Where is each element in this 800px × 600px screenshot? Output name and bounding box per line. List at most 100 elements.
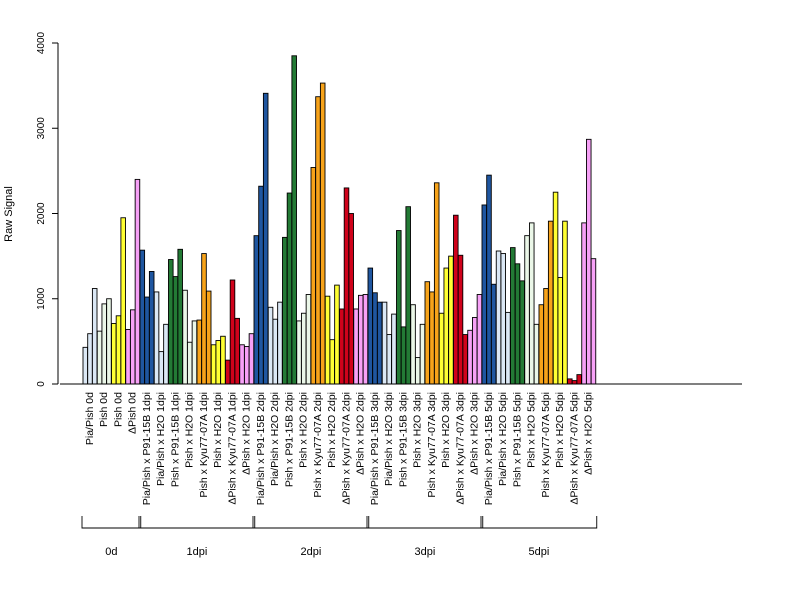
- bar: [277, 301, 283, 385]
- bar: [533, 323, 540, 385]
- x-tick-label: Pish x Kyu77-07A 5dpi: [540, 392, 552, 498]
- bar: [386, 334, 393, 385]
- bar: [272, 318, 279, 385]
- x-tick-label: Pia/Pish x H2O 2dpi: [269, 392, 281, 486]
- bar: [372, 292, 378, 385]
- bar: [424, 281, 431, 385]
- x-tick-labels: Pia/Pish 0d Pish 0d Pish 0d ΔPish 0d Pia/Pis…: [84, 392, 595, 505]
- bar: [448, 255, 454, 385]
- x-tick-label: Pish x H2O 5dpi: [526, 392, 538, 468]
- bar: [514, 263, 521, 385]
- bar: [590, 258, 597, 385]
- bar: [510, 247, 516, 385]
- bar: [453, 214, 459, 385]
- bar: [243, 346, 250, 385]
- bar: [296, 320, 302, 385]
- bar: [229, 279, 236, 385]
- bar: [519, 280, 525, 385]
- bar: [191, 320, 198, 385]
- bar: [324, 295, 331, 385]
- y-tick-label: 0: [36, 381, 47, 387]
- bar: [282, 236, 288, 385]
- bar: [410, 304, 416, 385]
- bar: [196, 319, 203, 385]
- bar: [329, 339, 336, 385]
- bar: [144, 296, 150, 385]
- bar: [376, 301, 383, 385]
- x-tick-label: Pia/Pish x P91-15B 3dpi: [369, 392, 381, 505]
- x-tick-label: Pia/Pish x H2O 5dpi: [497, 392, 509, 486]
- x-tick-label: Pish x H2O 2dpi: [326, 392, 338, 468]
- bar: [567, 378, 573, 385]
- bar: [400, 326, 407, 385]
- bar: [391, 313, 397, 385]
- x-tick-label: Pia/Pish x P91-15B 2dpi: [255, 392, 267, 505]
- bar: [125, 328, 131, 385]
- bar: [415, 357, 421, 385]
- x-tick-label: ΔPish x Kyu77-07A 3dpi: [454, 392, 466, 505]
- bar: [396, 230, 402, 385]
- x-tick-label: Pia/Pish x P91-15B 5dpi: [483, 392, 495, 505]
- x-tick-label: Pish x H2O 3dpi: [412, 392, 424, 468]
- bar: [315, 96, 321, 385]
- bar: [381, 301, 388, 385]
- bar: [486, 174, 492, 385]
- x-tick-label: Pia/Pish x P91-15B 1dpi: [141, 392, 153, 505]
- group-label: 2dpi: [300, 546, 321, 558]
- bar: [462, 334, 468, 385]
- group-bracket: [252, 516, 370, 529]
- group-bracket: [480, 516, 598, 529]
- bar: [490, 283, 497, 385]
- bar: [225, 359, 231, 385]
- x-tick-label: Pish 0d: [112, 392, 124, 427]
- bar: [438, 312, 445, 385]
- bar: [405, 206, 411, 385]
- bar: [301, 312, 307, 385]
- x-tick-label: Pish x Kyu77-07A 2dpi: [312, 392, 324, 498]
- bar: [262, 92, 269, 385]
- bar: [234, 317, 240, 385]
- group-label: 0d: [105, 546, 117, 558]
- x-tick-label: Pish x H2O 5dpi: [554, 392, 566, 468]
- bar: [433, 182, 440, 385]
- bar: [334, 284, 340, 385]
- bar: [305, 294, 312, 385]
- bar: [205, 290, 212, 385]
- bar: [467, 329, 473, 385]
- x-tick-label: Pish x Kyu77-07A 3dpi: [426, 392, 438, 498]
- x-tick-label: Pish x P91-15B 2dpi: [283, 392, 295, 487]
- bar: [581, 222, 587, 385]
- bar: [429, 291, 435, 385]
- bar: [291, 55, 297, 385]
- bar: [248, 333, 255, 385]
- bar: [557, 276, 564, 385]
- bar: [201, 253, 207, 385]
- y-axis: 0 1000 2000 3000 4000: [36, 31, 59, 387]
- bar: [163, 323, 169, 385]
- bar: [239, 344, 245, 385]
- bar: [319, 82, 326, 385]
- bar: [443, 267, 450, 385]
- x-tick-label: ΔPish x H2O 2dpi: [355, 392, 367, 475]
- bar: [101, 303, 107, 385]
- bar: [500, 253, 507, 385]
- bar: [348, 213, 354, 385]
- x-tick-label: Pish x H2O 1dpi: [212, 392, 224, 468]
- bar: [286, 192, 293, 385]
- bar: [524, 235, 530, 385]
- bar: [129, 309, 136, 385]
- bar: [120, 217, 126, 385]
- bar: [139, 249, 146, 385]
- bar: [552, 191, 559, 385]
- x-tick-label: ΔPish x H2O 5dpi: [583, 392, 595, 475]
- bar: [472, 317, 478, 385]
- bar: [253, 235, 260, 385]
- bar: [358, 294, 364, 385]
- bar: [547, 220, 554, 385]
- y-axis-label: Raw Signal: [3, 186, 15, 242]
- bar: [343, 187, 350, 385]
- y-tick-label: 4000: [36, 31, 47, 54]
- bar: [476, 294, 483, 385]
- bar: [538, 304, 545, 385]
